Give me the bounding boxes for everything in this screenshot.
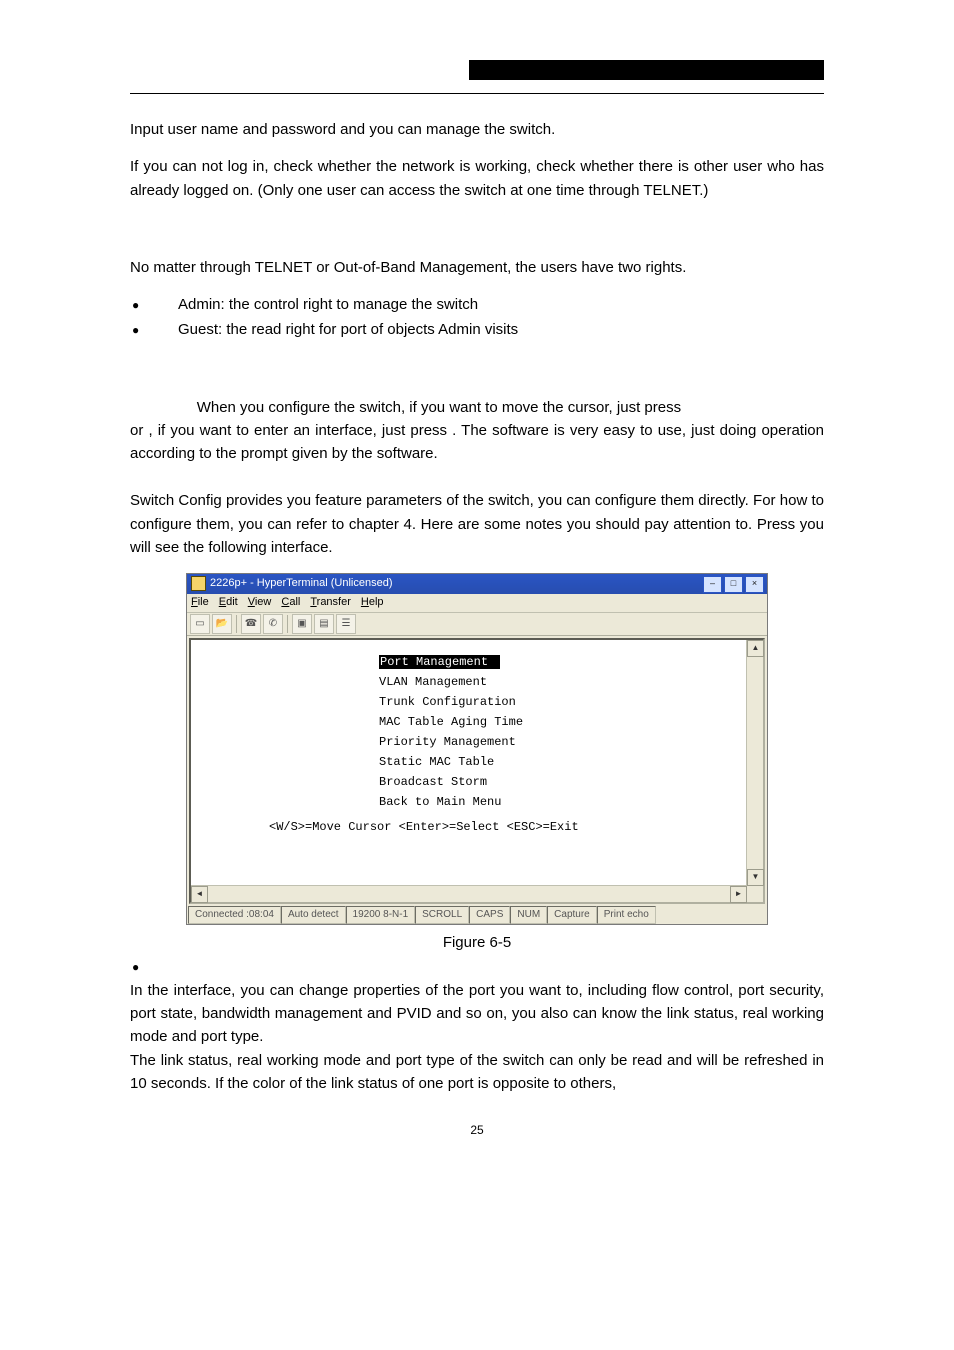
hyperterminal-window: 2226p+ - HyperTerminal (Unlicensed) – □ … bbox=[186, 573, 768, 925]
header-rule bbox=[130, 93, 824, 94]
close-button[interactable]: × bbox=[745, 576, 764, 593]
toolbar-connect-icon[interactable]: ☎ bbox=[241, 614, 261, 634]
term-mac-aging: MAC Table Aging Time bbox=[379, 715, 523, 729]
status-num: NUM bbox=[510, 906, 547, 924]
term-priority: Priority Management bbox=[379, 735, 516, 749]
paragraph-4a: When you configure the switch, if you wa… bbox=[130, 396, 824, 419]
paragraph-7: The link status, real working mode and p… bbox=[130, 1049, 824, 1096]
terminal-content[interactable]: Port Management VLAN Management Trunk Co… bbox=[191, 640, 747, 886]
paragraph-3: No matter through TELNET or Out-of-Band … bbox=[130, 256, 824, 279]
scroll-up-icon[interactable]: ▲ bbox=[747, 640, 764, 657]
window-title: 2226p+ - HyperTerminal (Unlicensed) bbox=[210, 575, 393, 592]
app-icon bbox=[191, 576, 206, 591]
page-number: 25 bbox=[130, 1121, 824, 1140]
menu-bar: File Edit View Call Transfer Help bbox=[187, 594, 767, 613]
header-black-bar bbox=[469, 60, 824, 80]
term-static-mac: Static MAC Table bbox=[379, 755, 494, 769]
maximize-button[interactable]: □ bbox=[724, 576, 743, 593]
rights-bullets: ● Admin: the control right to manage the… bbox=[130, 293, 824, 342]
paragraph-2: If you can not log in, check whether the… bbox=[130, 155, 824, 202]
scroll-corner bbox=[747, 886, 763, 902]
status-scroll: SCROLL bbox=[415, 906, 469, 924]
status-printecho: Print echo bbox=[597, 906, 656, 924]
paragraph-4b: or , if you want to enter an interface, … bbox=[130, 419, 824, 466]
toolbar-new-icon[interactable]: ▭ bbox=[190, 614, 210, 634]
figure-caption: Figure 6-5 bbox=[130, 931, 824, 954]
menu-file[interactable]: File bbox=[191, 594, 209, 611]
bullet-guest: Guest: the read right for port of object… bbox=[178, 318, 824, 341]
term-vlan: VLAN Management bbox=[379, 675, 487, 689]
vertical-scrollbar[interactable]: ▲ ▼ bbox=[746, 640, 763, 886]
status-bar: Connected :08:04 Auto detect 19200 8-N-1… bbox=[187, 906, 767, 924]
horizontal-scrollbar[interactable]: ◄ ► bbox=[191, 885, 747, 902]
toolbar-props-icon[interactable]: ☰ bbox=[336, 614, 356, 634]
status-baud: 19200 8-N-1 bbox=[346, 906, 416, 924]
bullet-dot-icon: ● bbox=[130, 296, 178, 315]
toolbar: ▭ 📂 ☎ ✆ ▣ ▤ ☰ bbox=[187, 613, 767, 636]
toolbar-receive-icon[interactable]: ▤ bbox=[314, 614, 334, 634]
term-broadcast: Broadcast Storm bbox=[379, 775, 487, 789]
status-connected: Connected :08:04 bbox=[188, 906, 281, 924]
bullet-dot-icon: ● bbox=[132, 958, 824, 977]
page-header bbox=[130, 60, 824, 94]
term-back: Back to Main Menu bbox=[379, 795, 501, 809]
menu-view[interactable]: View bbox=[248, 594, 272, 611]
bullet-admin: Admin: the control right to manage the s… bbox=[178, 293, 824, 316]
paragraph-6: In the interface, you can change propert… bbox=[130, 979, 824, 1049]
status-detect: Auto detect bbox=[281, 906, 346, 924]
scroll-down-icon[interactable]: ▼ bbox=[747, 869, 764, 886]
toolbar-disconnect-icon[interactable]: ✆ bbox=[263, 614, 283, 634]
term-trunk: Trunk Configuration bbox=[379, 695, 516, 709]
menu-edit[interactable]: Edit bbox=[219, 594, 238, 611]
bullet-dot-icon: ● bbox=[130, 321, 178, 340]
paragraph-1: Input user name and password and you can… bbox=[130, 118, 824, 141]
term-port-mgmt: Port Management bbox=[379, 655, 489, 669]
status-caps: CAPS bbox=[469, 906, 510, 924]
terminal-client: Port Management VLAN Management Trunk Co… bbox=[189, 638, 765, 904]
menu-call[interactable]: Call bbox=[281, 594, 300, 611]
scroll-left-icon[interactable]: ◄ bbox=[191, 886, 208, 903]
toolbar-send-icon[interactable]: ▣ bbox=[292, 614, 312, 634]
scroll-right-icon[interactable]: ► bbox=[730, 886, 747, 903]
paragraph-5: Switch Config provides you feature param… bbox=[130, 489, 824, 559]
menu-transfer[interactable]: Transfer bbox=[310, 594, 351, 611]
menu-help[interactable]: Help bbox=[361, 594, 384, 611]
status-capture: Capture bbox=[547, 906, 597, 924]
term-footer: <W/S>=Move Cursor <Enter>=Select <ESC>=E… bbox=[199, 818, 739, 837]
minimize-button[interactable]: – bbox=[703, 576, 722, 593]
toolbar-open-icon[interactable]: 📂 bbox=[212, 614, 232, 634]
window-titlebar[interactable]: 2226p+ - HyperTerminal (Unlicensed) – □ … bbox=[187, 574, 767, 594]
